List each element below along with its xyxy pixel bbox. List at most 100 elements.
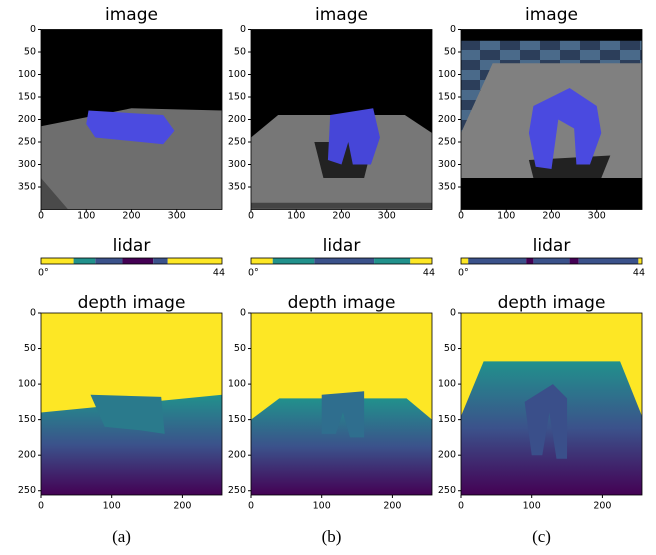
y-tick-label: 200 bbox=[228, 114, 246, 125]
x-tick-label: 100 bbox=[497, 211, 515, 222]
lidar-end-label: 44 bbox=[213, 268, 225, 279]
y-tick-label: 300 bbox=[438, 159, 456, 170]
x-tick-label: 0 bbox=[38, 211, 44, 222]
page: {"panels": [ {"caption": "(a)", "image":… bbox=[0, 0, 656, 555]
panel-title: depth image bbox=[288, 293, 396, 313]
caption: (a) bbox=[112, 527, 131, 546]
x-tick-label: 100 bbox=[77, 211, 95, 222]
lidar-segment bbox=[374, 258, 410, 264]
x-tick-label: 0 bbox=[458, 501, 464, 512]
y-tick-label: 250 bbox=[438, 485, 456, 496]
y-tick-label: 150 bbox=[438, 414, 456, 425]
x-tick-label: 200 bbox=[542, 211, 560, 222]
lidar-segment bbox=[410, 258, 432, 264]
y-tick-label: 50 bbox=[24, 47, 36, 58]
y-tick-label: 300 bbox=[18, 159, 36, 170]
y-tick-label: 0 bbox=[450, 24, 456, 35]
x-tick-label: 200 bbox=[173, 501, 191, 512]
lidar-segment bbox=[95, 258, 122, 264]
x-tick-label: 100 bbox=[103, 501, 121, 512]
x-tick-label: 300 bbox=[168, 211, 186, 222]
depth-image bbox=[41, 313, 222, 495]
shape bbox=[328, 108, 380, 164]
lidar-segment bbox=[251, 258, 273, 264]
y-tick-label: 200 bbox=[228, 450, 246, 461]
lidar-segment bbox=[314, 258, 374, 264]
panel-title: lidar bbox=[323, 236, 361, 256]
x-tick-label: 0 bbox=[38, 501, 44, 512]
lidar-end-label: 44 bbox=[633, 268, 645, 279]
y-tick-label: 250 bbox=[228, 485, 246, 496]
lidar-segment bbox=[638, 258, 642, 264]
x-tick-label: 0 bbox=[248, 211, 254, 222]
lidar-segment bbox=[41, 258, 74, 264]
y-tick-label: 250 bbox=[438, 137, 456, 148]
y-tick-label: 200 bbox=[438, 114, 456, 125]
y-tick-label: 100 bbox=[438, 379, 456, 390]
y-tick-label: 350 bbox=[228, 182, 246, 193]
y-tick-label: 250 bbox=[18, 485, 36, 496]
x-tick-label: 200 bbox=[383, 501, 401, 512]
y-tick-label: 350 bbox=[18, 182, 36, 193]
y-tick-label: 150 bbox=[18, 92, 36, 103]
panel-title: depth image bbox=[78, 293, 186, 313]
lidar-segment bbox=[122, 258, 153, 264]
panel-title: lidar bbox=[533, 236, 571, 256]
lidar-end-label: 44 bbox=[423, 268, 435, 279]
shape bbox=[461, 361, 642, 495]
y-tick-label: 100 bbox=[18, 379, 36, 390]
y-tick-label: 350 bbox=[438, 182, 456, 193]
x-tick-label: 100 bbox=[313, 501, 331, 512]
y-tick-label: 150 bbox=[228, 92, 246, 103]
x-tick-label: 100 bbox=[287, 211, 305, 222]
rendered-image bbox=[251, 30, 432, 210]
rendered-image bbox=[41, 30, 222, 210]
panel-title: image bbox=[105, 5, 158, 25]
y-tick-label: 0 bbox=[450, 308, 456, 319]
y-tick-label: 50 bbox=[444, 343, 456, 354]
y-tick-label: 100 bbox=[228, 69, 246, 80]
x-tick-label: 0 bbox=[248, 501, 254, 512]
y-tick-label: 0 bbox=[30, 24, 36, 35]
y-tick-label: 0 bbox=[240, 308, 246, 319]
y-tick-label: 150 bbox=[228, 414, 246, 425]
x-tick-label: 300 bbox=[378, 211, 396, 222]
y-tick-label: 0 bbox=[240, 24, 246, 35]
lidar-segment bbox=[74, 258, 96, 264]
x-tick-label: 0 bbox=[458, 211, 464, 222]
y-tick-label: 0 bbox=[30, 308, 36, 319]
y-tick-label: 50 bbox=[234, 47, 246, 58]
y-tick-label: 50 bbox=[24, 343, 36, 354]
y-tick-label: 50 bbox=[444, 47, 456, 58]
lidar-segment bbox=[168, 258, 222, 264]
y-tick-label: 100 bbox=[438, 69, 456, 80]
depth-image bbox=[251, 313, 432, 495]
y-tick-label: 100 bbox=[18, 69, 36, 80]
caption: (c) bbox=[532, 527, 551, 546]
lidar-segment bbox=[461, 258, 468, 264]
lidar-start-label: 0° bbox=[38, 268, 49, 279]
panel-title: depth image bbox=[498, 293, 606, 313]
y-tick-label: 200 bbox=[438, 450, 456, 461]
lidar-segment bbox=[533, 258, 569, 264]
lidar-segment bbox=[526, 258, 533, 264]
x-tick-label: 100 bbox=[523, 501, 541, 512]
x-tick-label: 200 bbox=[593, 501, 611, 512]
lidar-segment bbox=[468, 258, 526, 264]
lidar-start-label: 0° bbox=[458, 268, 469, 279]
figure: image 0 50 100 150 200 250 300 350 0 100 200 300 lida… bbox=[0, 0, 656, 555]
y-tick-label: 150 bbox=[18, 414, 36, 425]
rendered-image bbox=[461, 30, 642, 210]
y-tick-label: 100 bbox=[228, 379, 246, 390]
y-tick-label: 200 bbox=[18, 450, 36, 461]
y-tick-label: 250 bbox=[228, 137, 246, 148]
y-tick-label: 300 bbox=[228, 159, 246, 170]
x-tick-label: 300 bbox=[588, 211, 606, 222]
x-tick-label: 200 bbox=[332, 211, 350, 222]
y-tick-label: 50 bbox=[234, 343, 246, 354]
panel-title: lidar bbox=[113, 236, 151, 256]
x-tick-label: 200 bbox=[122, 211, 140, 222]
lidar-segment bbox=[579, 258, 639, 264]
y-tick-label: 150 bbox=[438, 92, 456, 103]
bottom-strip bbox=[251, 203, 432, 209]
